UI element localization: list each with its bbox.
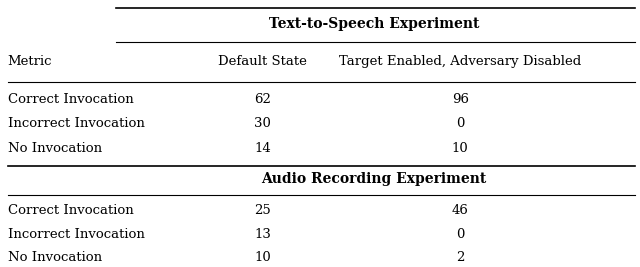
Text: Incorrect Invocation: Incorrect Invocation [8, 227, 145, 241]
Text: 0: 0 [456, 227, 465, 241]
Text: 46: 46 [452, 204, 468, 217]
Text: Incorrect Invocation: Incorrect Invocation [8, 117, 145, 130]
Text: Default State: Default State [218, 55, 307, 68]
Text: 10: 10 [452, 142, 468, 155]
Text: 0: 0 [456, 117, 465, 130]
Text: Text-to-Speech Experiment: Text-to-Speech Experiment [269, 17, 479, 31]
Text: 2: 2 [456, 251, 465, 264]
Text: No Invocation: No Invocation [8, 142, 102, 155]
Text: 30: 30 [254, 117, 271, 130]
Text: 13: 13 [254, 227, 271, 241]
Text: Audio Recording Experiment: Audio Recording Experiment [262, 172, 487, 186]
Text: 10: 10 [254, 251, 271, 264]
Text: 25: 25 [254, 204, 271, 217]
Text: 14: 14 [254, 142, 271, 155]
Text: 62: 62 [254, 93, 271, 107]
Text: Correct Invocation: Correct Invocation [8, 204, 134, 217]
Text: No Invocation: No Invocation [8, 251, 102, 264]
Text: 96: 96 [452, 93, 468, 107]
Text: Correct Invocation: Correct Invocation [8, 93, 134, 107]
Text: Metric: Metric [8, 55, 52, 68]
Text: Target Enabled, Adversary Disabled: Target Enabled, Adversary Disabled [339, 55, 581, 68]
